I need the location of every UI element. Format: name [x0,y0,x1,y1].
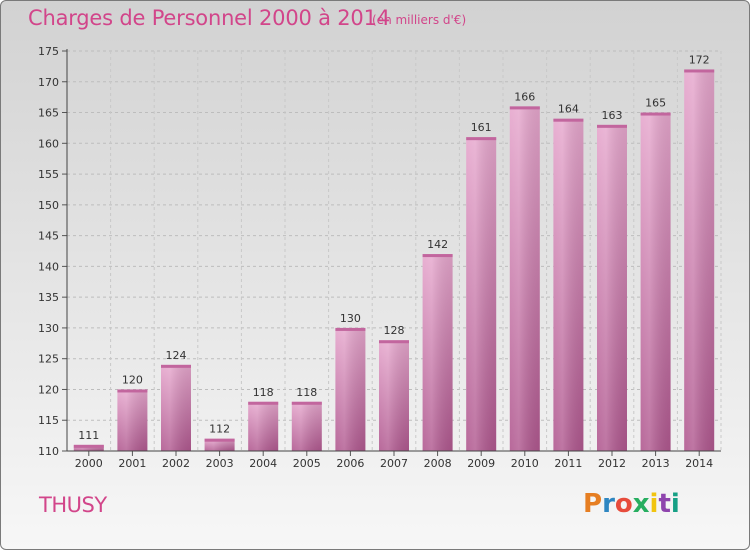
x-tick-label: 2004 [249,457,277,470]
bar-cap [73,444,104,448]
x-tick-label: 2010 [511,457,539,470]
logo-letter: i [670,489,680,519]
y-tick-label: 125 [38,353,59,366]
bar-cap [248,401,279,405]
logo-letter: x [632,489,650,519]
y-tick-label: 155 [38,168,59,181]
bar-shine [684,69,715,451]
proxiti-logo: Proxiti [583,489,680,519]
bar-shine [379,340,409,451]
bar-shine [117,389,148,451]
bar-shine [466,137,497,451]
bar-value-label: 118 [296,386,317,399]
bar-value-label: 142 [427,238,448,251]
x-tick-label: 2007 [380,457,408,470]
y-tick-label: 135 [38,291,59,304]
y-tick-label: 140 [38,260,59,273]
bar-shine [553,118,584,451]
bar-cap [161,364,191,368]
logo-letter: P [583,489,603,519]
bar-value-label: 172 [689,53,710,66]
x-tick-label: 2014 [685,457,713,470]
bar-value-label: 120 [122,373,143,386]
x-tick-label: 2011 [554,457,582,470]
bar-shine [204,438,235,451]
bar-value-label: 161 [471,121,492,134]
bar-value-label: 124 [166,349,187,362]
x-tick-label: 2000 [75,457,103,470]
logo-letter: r [602,489,615,519]
x-tick-label: 2003 [206,457,234,470]
y-tick-label: 170 [38,76,59,89]
y-tick-label: 130 [38,322,59,335]
bar-value-label: 112 [209,423,230,436]
bar-value-label: 166 [514,90,535,103]
bar-cap [640,112,671,116]
bar-cap [684,69,715,73]
logo-letter: o [614,489,633,519]
bar-value-label: 130 [340,312,361,325]
bar-value-label: 165 [645,97,666,110]
bar-cap [422,254,453,258]
logo-letter: t [658,489,671,519]
bar-cap [466,137,497,141]
bar-value-label: 128 [384,324,405,337]
x-tick-label: 2006 [336,457,364,470]
axes: 110 115 120 125 130 135 140 145 150 155 160 165 170 1… [38,45,721,470]
bar-cap [117,389,148,393]
y-tick-label: 160 [38,137,59,150]
bars: 111 120 124 112 118 118 130 128 142 161 166 164 163 1… [73,53,715,452]
bar-shine [640,112,671,452]
bar-shine [73,444,104,451]
logo-letter: i [649,489,659,519]
y-tick-label: 115 [38,414,59,427]
x-tick-label: 2001 [118,457,146,470]
bar-cap [204,438,235,442]
chart-subtitle: (en milliers d'€) [372,13,467,27]
x-tick-label: 2008 [424,457,452,470]
bar-value-label: 164 [558,103,579,116]
bar-cap [335,327,366,331]
bar-shine [509,106,540,451]
x-tick-label: 2013 [642,457,670,470]
bar-cap [291,401,322,405]
bar-value-label: 163 [602,109,623,122]
y-tick-label: 150 [38,199,59,212]
y-tick-label: 175 [38,45,59,58]
town-name: THUSY [39,493,107,517]
bar-shine [161,364,191,451]
bar-value-label: 111 [78,429,99,442]
x-tick-label: 2012 [598,457,626,470]
bar-value-label: 118 [253,386,274,399]
bar-shine [248,401,279,451]
bar-cap [509,106,540,110]
y-tick-label: 165 [38,107,59,120]
x-tick-label: 2002 [162,457,190,470]
bar-cap [597,124,627,128]
bar-cap [553,118,584,122]
y-tick-label: 145 [38,230,59,243]
bar-shine [422,254,453,451]
x-tick-label: 2005 [293,457,321,470]
bar-shine [597,124,627,451]
chart-title: Charges de Personnel 2000 à 2014 [28,6,390,30]
x-tick-label: 2009 [467,457,495,470]
bar-shine [291,401,322,451]
bar-cap [379,340,409,344]
y-tick-label: 120 [38,383,59,396]
y-tick-label: 110 [38,445,59,458]
bar-shine [335,327,366,451]
